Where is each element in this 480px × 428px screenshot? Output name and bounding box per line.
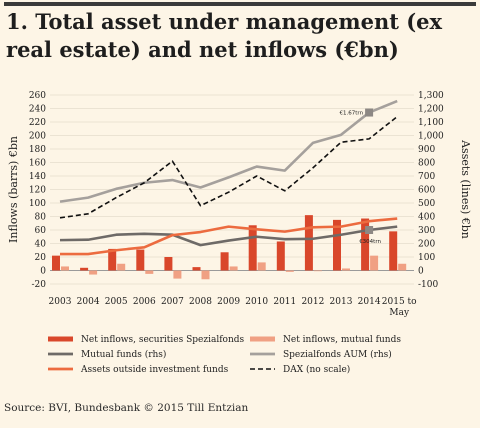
bar (136, 249, 145, 271)
x-tick-label: 2004 (77, 297, 100, 307)
x-tick-label: 2011 (273, 297, 296, 307)
x-tick-label: 2003 (49, 297, 72, 307)
right-tick-label: 1,000 (418, 132, 444, 142)
bar (201, 270, 210, 280)
x-tick-label: May (389, 308, 410, 318)
right-tick-label: 1,300 (418, 91, 444, 101)
x-tick-label: 2009 (217, 297, 240, 307)
bar (89, 270, 98, 275)
series-line (59, 225, 398, 247)
bar (61, 266, 69, 271)
bar (173, 270, 182, 279)
left-axis-label: Inflows (barrs) €bn (7, 136, 20, 243)
bar (389, 231, 398, 271)
legend-label: Spezialfonds AUM (rhs) (283, 349, 392, 360)
annotation-marker (365, 226, 374, 234)
legend-label: Assets outside investment funds (80, 365, 229, 375)
right-tick-label: 600 (418, 186, 435, 196)
right-tick-label: 100 (418, 253, 435, 263)
bar (80, 267, 89, 271)
annotation-label: €304trn (359, 239, 381, 245)
left-tick-label: 60 (35, 226, 47, 236)
bar (108, 248, 117, 271)
bar (164, 257, 173, 271)
annotation-marker (365, 108, 374, 117)
bar (229, 266, 238, 271)
bar (361, 218, 370, 271)
source-note: Source: BVI, Bundesbank © 2015 Till Entz… (4, 402, 249, 414)
right-axis-label: Assets (lines) €bn (459, 139, 472, 239)
right-tick-label: -100 (418, 280, 438, 290)
top-rule (4, 2, 476, 6)
x-tick-label: 2015 to (382, 297, 417, 307)
left-tick-label: 200 (29, 132, 46, 142)
x-tick-label: 2008 (189, 297, 212, 307)
bar (398, 263, 407, 271)
x-tick-label: 2014 (358, 297, 381, 307)
left-tick-label: 180 (29, 145, 46, 155)
bar (333, 219, 341, 271)
left-tick-label: 240 (29, 105, 46, 115)
bar (370, 255, 379, 271)
legend-label: DAX (no scale) (283, 364, 350, 375)
left-tick-label: 20 (35, 253, 47, 263)
series-line (60, 217, 398, 256)
bar (145, 270, 154, 274)
bar (342, 268, 350, 271)
right-tick-label: 800 (418, 159, 435, 169)
left-tick-label: 140 (29, 172, 46, 182)
bar (220, 252, 229, 271)
bar (52, 255, 60, 271)
left-tick-label: 120 (29, 186, 46, 196)
legend-label: Net inflows, securities Spezialfonds (81, 335, 245, 345)
right-tick-label: 1,100 (418, 118, 444, 128)
x-tick-label: 2013 (330, 297, 353, 307)
right-tick-label: 200 (418, 240, 435, 250)
left-tick-label: 40 (35, 240, 47, 250)
bar (313, 270, 322, 272)
bar (304, 215, 313, 271)
legend-label: Net inflows, mutual funds (283, 335, 401, 345)
x-tick-label: 2005 (105, 297, 128, 307)
x-tick-label: 2010 (245, 297, 268, 307)
series-line (59, 99, 398, 203)
left-tick-label: 220 (29, 118, 46, 128)
annotation-label: €1.67trn (340, 111, 364, 117)
left-tick-label: 80 (35, 213, 47, 223)
right-tick-label: 900 (418, 145, 435, 155)
right-tick-label: 500 (418, 199, 435, 209)
right-tick-label: 1,200 (418, 105, 444, 115)
right-tick-label: 300 (418, 226, 435, 236)
series-line (59, 115, 398, 219)
legend-label: Mutual funds (rhs) (81, 349, 166, 360)
left-tick-label: 160 (29, 159, 46, 169)
x-tick-label: 2006 (133, 297, 156, 307)
bar (192, 267, 201, 271)
x-tick-label: 2012 (301, 297, 324, 307)
chart-title: 1. Total asset under management (ex real… (6, 9, 443, 62)
right-tick-label: 700 (418, 172, 435, 182)
left-tick-label: -20 (32, 280, 47, 290)
right-tick-label: 0 (418, 267, 424, 277)
bar (285, 270, 294, 272)
bar (257, 262, 266, 271)
bar (276, 241, 285, 271)
left-tick-label: 0 (40, 267, 46, 277)
left-tick-label: 260 (29, 91, 46, 101)
bar (117, 263, 126, 271)
left-tick-label: 100 (29, 199, 46, 209)
bar (248, 225, 257, 271)
right-tick-label: 400 (418, 213, 435, 223)
x-tick-label: 2007 (161, 297, 184, 307)
